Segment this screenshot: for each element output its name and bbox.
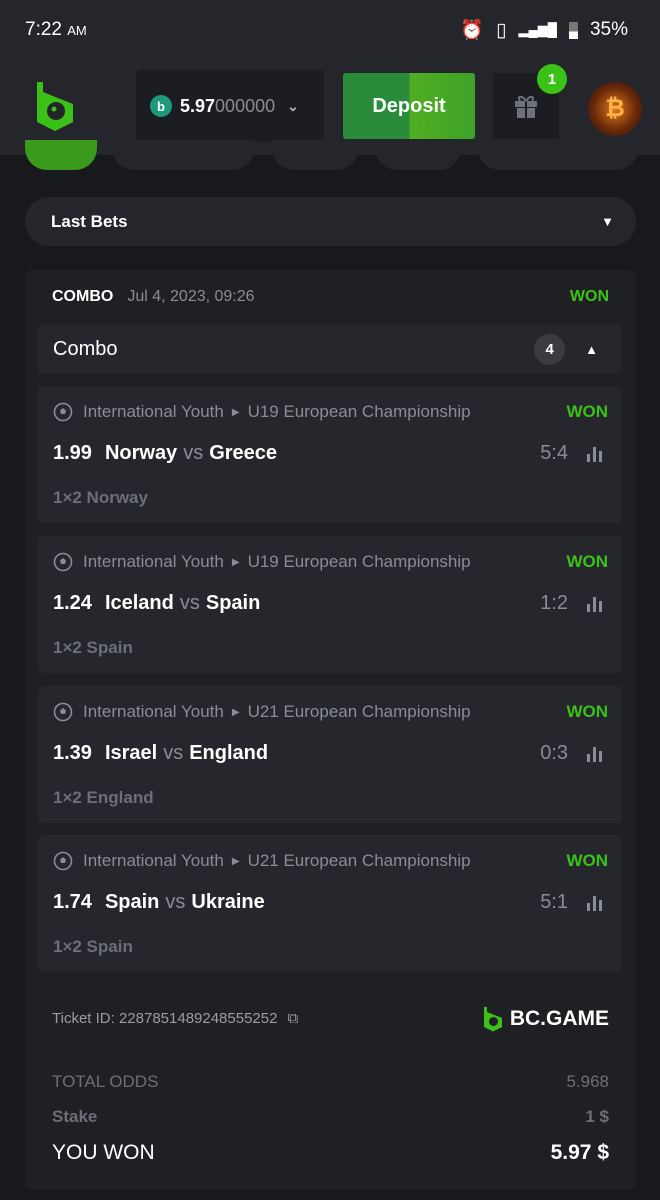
leg-tournament: U19 European Championship: [247, 402, 471, 421]
chevron-right-icon: ▶: [231, 855, 240, 867]
alarm-icon: ⏰: [460, 20, 485, 41]
leg-odds: 1.39: [53, 742, 92, 764]
leg-market: 1×2 Norway: [53, 488, 148, 507]
vibrate-icon: ▯: [496, 19, 507, 41]
copy-icon[interactable]: ⧉: [287, 1010, 299, 1027]
stats-icon[interactable]: [586, 745, 604, 763]
leg-score: 5:1: [540, 891, 568, 913]
bet-date: Jul 4, 2023, 09:26: [127, 288, 255, 305]
soccer-ball-icon: [53, 552, 73, 572]
chevron-down-icon: ⌄: [287, 97, 299, 114]
vs-label: vs: [183, 442, 204, 464]
bet-leg[interactable]: International Youth ▶ U19 European Champi…: [38, 386, 622, 523]
stats-icon[interactable]: [586, 595, 604, 613]
leg-tournament: U21 European Championship: [247, 702, 471, 721]
leg-category: International Youth: [83, 702, 224, 721]
bet-card: COMBO Jul 4, 2023, 09:26 WON Combo 4 ▲ I…: [25, 270, 636, 1190]
bet-leg[interactable]: International Youth ▶ U19 European Champi…: [38, 536, 622, 673]
soccer-ball-icon: [53, 402, 73, 422]
wallet-selector[interactable]: b 5.97000000 ⌄: [136, 70, 324, 142]
clock: 7:22: [25, 19, 62, 40]
stats-icon[interactable]: [586, 445, 604, 463]
balance: 5.97000000: [180, 95, 276, 116]
currency-icon: b: [150, 95, 172, 117]
ticket-id: Ticket ID: 2287851489248555252 ⧉: [52, 1010, 298, 1027]
stats-icon[interactable]: [586, 894, 604, 912]
deposit-button[interactable]: Deposit: [343, 73, 475, 139]
leg-score: 0:3: [540, 742, 568, 764]
vs-label: vs: [179, 592, 200, 614]
away-team: England: [189, 742, 269, 764]
caret-up-icon: ▲: [585, 341, 598, 357]
combo-toggle[interactable]: Combo 4 ▲: [38, 324, 622, 374]
gift-badge: 1: [537, 64, 567, 94]
home-team: Spain: [104, 891, 160, 913]
leg-market: 1×2 Spain: [53, 638, 133, 657]
total-odds-label: TOTAL ODDS: [52, 1072, 159, 1091]
leg-odds: 1.74: [53, 891, 92, 913]
leg-category: International Youth: [83, 402, 224, 421]
payout-value: 5.97 $: [550, 1141, 609, 1164]
leg-score: 5:4: [540, 442, 568, 464]
status-badge: WON: [569, 288, 609, 305]
chevron-right-icon: ▶: [231, 406, 240, 418]
tab[interactable]: [272, 140, 358, 170]
brand-name: BC.GAME: [509, 1007, 609, 1030]
home-team: Norway: [104, 442, 178, 464]
home-team: Israel: [104, 742, 158, 764]
last-bets-dropdown[interactable]: Last Bets ▼: [25, 197, 636, 246]
leg-odds: 1.99: [53, 442, 92, 464]
tab[interactable]: [25, 140, 97, 170]
combo-label: Combo: [53, 337, 118, 360]
leg-odds: 1.24: [53, 592, 92, 614]
leg-tournament: U21 European Championship: [247, 851, 471, 870]
bet-type: COMBO: [52, 288, 114, 305]
avatar[interactable]: ₿: [588, 82, 642, 136]
leg-market: 1×2 Spain: [53, 937, 133, 956]
payout-label: YOU WON: [52, 1141, 155, 1164]
bc-logo-icon: [483, 1007, 502, 1032]
leg-status: WON: [566, 851, 608, 870]
vs-label: vs: [163, 742, 184, 764]
stake-value: 1 $: [585, 1107, 609, 1126]
battery-icon: [568, 21, 578, 39]
status-bar: 7:22 AM ⏰ ▯ ▂▄▆█ 35%: [0, 0, 660, 60]
leg-status: WON: [566, 552, 608, 571]
leg-status: WON: [566, 702, 608, 721]
caret-down-icon: ▼: [601, 214, 614, 229]
battery-level: 35%: [589, 19, 628, 40]
leg-score: 1:2: [540, 592, 568, 614]
away-team: Ukraine: [191, 891, 265, 913]
away-team: Spain: [205, 592, 261, 614]
leg-category: International Youth: [83, 552, 224, 571]
tab[interactable]: [112, 140, 254, 170]
last-bets-label: Last Bets: [51, 211, 128, 231]
ticket-id-text: Ticket ID: 2287851489248555252: [52, 1010, 278, 1027]
clock-ampm: AM: [67, 23, 87, 38]
total-odds-value: 5.968: [566, 1072, 609, 1091]
brand-logo: BC.GAME: [482, 1005, 609, 1033]
tab[interactable]: [478, 140, 638, 170]
signal-icon: ▂▄▆█: [518, 22, 557, 37]
gift-icon: [515, 95, 537, 118]
leg-market: 1×2 England: [53, 788, 154, 807]
vs-label: vs: [165, 891, 186, 913]
away-team: Greece: [209, 442, 278, 464]
chevron-right-icon: ▶: [231, 556, 240, 568]
top-bar: b 5.97000000 ⌄ Deposit 1 ₿: [0, 60, 660, 155]
home-team: Iceland: [104, 592, 174, 614]
bet-leg[interactable]: International Youth ▶ U21 European Champi…: [38, 835, 622, 972]
bet-leg[interactable]: International Youth ▶ U21 European Champi…: [38, 686, 622, 823]
leg-count: 4: [534, 333, 566, 365]
bc-logo-icon[interactable]: [33, 80, 77, 132]
leg-tournament: U19 European Championship: [247, 552, 471, 571]
chevron-right-icon: ▶: [231, 706, 240, 718]
leg-status: WON: [566, 402, 608, 421]
tab[interactable]: [375, 140, 461, 170]
soccer-ball-icon: [53, 702, 73, 722]
soccer-ball-icon: [53, 851, 73, 871]
stake-label: Stake: [52, 1107, 98, 1126]
leg-category: International Youth: [83, 851, 224, 870]
